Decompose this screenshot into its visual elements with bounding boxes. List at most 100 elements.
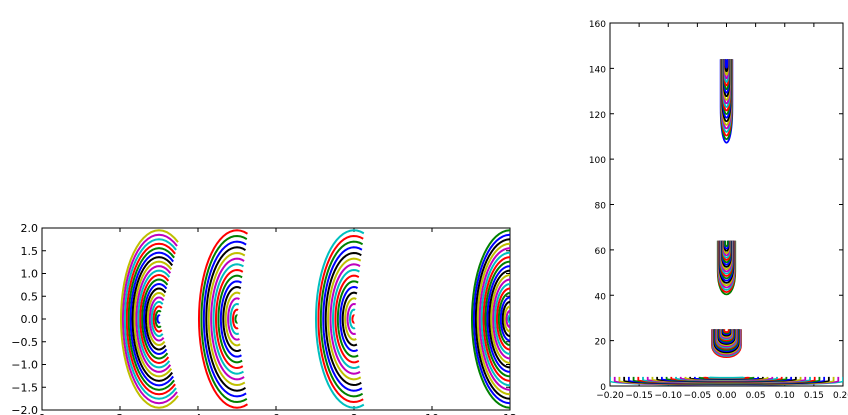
arc-line: [144, 287, 167, 351]
arc-line: [319, 240, 364, 398]
arc-line: [210, 257, 245, 381]
arc-line: [137, 269, 171, 369]
y-tick-label: 120: [589, 111, 606, 121]
arc-line: [505, 309, 510, 329]
arc-line: [141, 278, 169, 360]
arc-line: [123, 238, 177, 400]
arc-line: [207, 251, 246, 387]
y-tick-label: 1.5: [21, 245, 39, 258]
arc-line: [497, 291, 510, 347]
arc-line: [234, 314, 238, 324]
y-tick-label: −2.0: [11, 404, 38, 415]
arc-line: [480, 251, 510, 387]
y-tick-label: 0: [600, 383, 606, 393]
y-tick-label: 20: [595, 338, 607, 348]
y-tick-label: 1.0: [21, 268, 39, 281]
arc-line: [229, 303, 240, 335]
arc-line: [200, 234, 248, 404]
right-chart: −0.20 −0.15 −0.10 −0.05 0.00 0.05 0.10 0.15 0.2 0…: [589, 20, 848, 401]
arc-line: [197, 229, 248, 409]
arc-line: [121, 233, 178, 405]
arc-line: [119, 229, 179, 409]
arc-line: [205, 246, 246, 392]
arc-line: [133, 260, 173, 378]
arc-line: [351, 314, 355, 324]
arc-line: [152, 305, 163, 333]
arc-line: [476, 242, 510, 396]
arc-line: [336, 280, 359, 358]
arc-line: [139, 274, 170, 364]
x-tick-label: 0.00: [716, 391, 736, 401]
y-tick-label: 80: [595, 202, 607, 212]
arc-line: [495, 287, 510, 351]
x-tick-label: −0.05: [684, 391, 712, 401]
arc-line: [127, 247, 175, 391]
arc-line: [212, 263, 244, 375]
arc-line: [143, 283, 168, 355]
arc-line: [484, 260, 510, 378]
x-tick-label: 6: [273, 412, 280, 415]
y-tick-label: 40: [595, 292, 607, 302]
arc-line: [507, 314, 510, 324]
x-tick-label: 0.15: [804, 391, 824, 401]
arc-line: [129, 251, 174, 387]
arc-line: [478, 247, 510, 391]
arc-line: [222, 285, 242, 353]
arc-line: [322, 246, 363, 392]
arc-line: [492, 278, 510, 360]
arc-line: [488, 269, 510, 369]
arc-line: [202, 240, 247, 398]
x-tick-label: 0.10: [775, 391, 795, 401]
arc-line: [499, 296, 510, 342]
arc-line: [329, 263, 361, 375]
arc-line: [146, 291, 166, 347]
y-tick-label: 0.5: [21, 290, 39, 303]
arc-line: [346, 303, 357, 335]
arc-line: [131, 256, 174, 382]
arc-line: [232, 308, 239, 330]
y-tick-label: 0.0: [21, 313, 39, 326]
arc-line: [334, 274, 360, 364]
u-curve-line: [724, 240, 729, 248]
u-curve-series: [610, 59, 843, 386]
y-tick-label: 2.0: [21, 222, 39, 235]
x-tick-label: −0.10: [654, 391, 682, 401]
x-tick-label: 0.20: [833, 391, 848, 401]
u-curve-line: [724, 59, 729, 69]
arc-line: [344, 297, 357, 341]
arc-line: [470, 229, 510, 409]
arc-line: [331, 268, 360, 370]
arc-line: [494, 283, 510, 355]
arc-line: [349, 308, 356, 330]
plot-frame: [41, 227, 511, 411]
arc-line: [317, 234, 364, 404]
y-tick-label: 100: [589, 156, 606, 166]
x-tick-label: 8: [351, 412, 358, 415]
arc-line: [156, 314, 161, 324]
y-tick-label: 160: [589, 20, 606, 30]
arc-line: [503, 305, 510, 333]
arc-line: [125, 242, 176, 396]
arc-line: [224, 291, 241, 347]
y-tick-label: 140: [589, 65, 606, 75]
arc-line: [341, 291, 358, 347]
arc-line: [324, 251, 362, 387]
arc-line: [150, 300, 164, 338]
y-tick-label: 60: [595, 247, 607, 257]
y-tick-label: −1.5: [11, 381, 38, 394]
arc-line: [474, 238, 510, 400]
x-tick-label: 12: [503, 412, 517, 415]
arc-line: [219, 280, 242, 358]
arc-line: [327, 257, 362, 381]
u-curve-line: [723, 329, 730, 333]
x-tick-label: 0: [39, 412, 46, 415]
x-tick-label: 10: [425, 412, 439, 415]
x-tick-label: 2: [117, 412, 124, 415]
arc-line: [472, 233, 510, 405]
y-tick-label: −0.5: [11, 336, 38, 349]
y-tick-label: −1.0: [11, 359, 38, 372]
arc-line: [490, 274, 510, 364]
left-chart: 0 2 4 6 8 10 12 −2.0 −1.5 −1.0 −0.5 0.0 0.5 1.0 1.5 2.0: [11, 222, 517, 415]
arc-line: [486, 265, 510, 373]
